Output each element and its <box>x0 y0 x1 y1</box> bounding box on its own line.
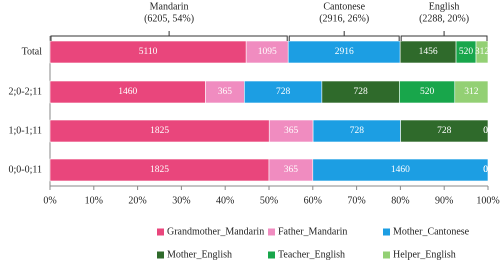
value-label: 0 <box>483 165 488 175</box>
legend-swatch <box>157 228 164 236</box>
value-label: 520 <box>459 47 474 57</box>
bracket <box>50 31 288 41</box>
legend-swatch <box>268 251 275 259</box>
y-tick-label: 1;0-1;11 <box>8 125 42 136</box>
x-tick-label: 0% <box>43 195 56 206</box>
y-tick-label: Total <box>22 46 43 57</box>
y-tick-label: 0;0-0;11 <box>8 164 42 175</box>
x-tick-label: 70% <box>347 195 365 206</box>
value-label: 0 <box>483 126 488 136</box>
annotation-label: Mandarin <box>150 1 189 12</box>
value-label: 1456 <box>419 47 438 57</box>
value-label: 312 <box>464 87 479 97</box>
value-label: 365 <box>284 165 299 175</box>
annotation-detail: (6205, 54%) <box>144 13 194 24</box>
value-label: 728 <box>354 87 369 97</box>
x-tick-label: 50% <box>260 195 278 206</box>
value-label: 728 <box>350 126 365 136</box>
legend-label: Mother_Cantonese <box>393 226 470 237</box>
value-label: 2916 <box>335 47 354 57</box>
value-label: 728 <box>276 87 291 97</box>
value-label: 520 <box>420 87 435 97</box>
legend-label: Teacher_English <box>278 249 345 260</box>
value-label: 1460 <box>391 165 410 175</box>
bar-segment <box>400 119 489 143</box>
value-label: 312 <box>475 47 490 57</box>
value-label: 5110 <box>139 47 158 57</box>
legend-swatch <box>383 251 390 259</box>
bar-segment <box>312 158 489 182</box>
value-label: 0 <box>483 126 488 136</box>
value-label: 1825 <box>150 126 169 136</box>
value-label: 1095 <box>258 47 277 57</box>
legend-label: Helper_English <box>393 249 456 260</box>
legend-swatch <box>383 228 390 236</box>
bar-segment <box>475 40 489 64</box>
x-tick-label: 10% <box>85 195 103 206</box>
value-label: 0 <box>483 165 488 175</box>
value-label: 1825 <box>150 165 169 175</box>
x-tick-label: 30% <box>172 195 190 206</box>
value-label: 0 <box>483 165 488 175</box>
legend-label: Grandmother_Mandarin <box>167 226 264 237</box>
bracket <box>288 31 400 41</box>
bracket <box>400 31 488 41</box>
legend-swatch <box>268 228 275 236</box>
annotation-label: Cantonese <box>323 1 365 12</box>
legend-swatch <box>157 251 164 259</box>
value-label: 365 <box>284 126 299 136</box>
value-label: 365 <box>218 87 233 97</box>
annotation-label: English <box>429 1 460 12</box>
x-tick-label: 90% <box>435 195 453 206</box>
x-tick-label: 80% <box>391 195 409 206</box>
x-tick-label: 20% <box>128 195 146 206</box>
x-tick-label: 40% <box>216 195 234 206</box>
x-tick-label: 60% <box>304 195 322 206</box>
value-label: 728 <box>437 126 452 136</box>
annotation-detail: (2916, 26%) <box>319 13 369 24</box>
x-tick-label: 100% <box>476 195 499 206</box>
legend-label: Mother_English <box>167 249 232 260</box>
legend-label: Father_Mandarin <box>278 226 347 237</box>
value-label: 1460 <box>118 87 137 97</box>
annotation-detail: (2288, 20%) <box>419 13 469 24</box>
y-tick-label: 2;0-2;11 <box>8 86 42 97</box>
bar-segment <box>454 80 489 104</box>
